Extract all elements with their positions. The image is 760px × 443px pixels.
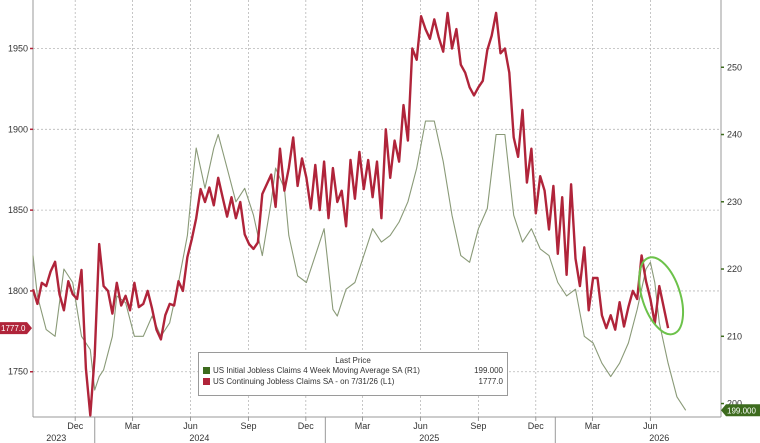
- x-tick-label: Dec: [298, 421, 315, 431]
- left-tick-label: 1950: [8, 43, 28, 53]
- legend-item-initial-claims: US Initial Jobless Claims 4 Week Moving …: [199, 365, 507, 376]
- right-tick-label: 230: [727, 197, 742, 207]
- series-layer: [31, 11, 687, 417]
- right-tick-label: 220: [727, 264, 742, 274]
- last-price-left-label: 1777.0: [1, 324, 26, 333]
- left-tick-label: 1750: [8, 367, 28, 377]
- x-tick-label: Mar: [355, 421, 371, 431]
- series-line-continuing-claims: [31, 11, 670, 417]
- x-tick-label: Dec: [67, 421, 84, 431]
- right-tick-label: 240: [727, 130, 742, 140]
- legend-title: Last Price: [335, 356, 371, 365]
- right-tick-label: 200: [727, 399, 742, 409]
- left-tick-label: 1800: [8, 286, 28, 296]
- x-tick-label: Jun: [413, 421, 428, 431]
- legend-item-continuing-claims: US Continuing Jobless Claims SA - on 7/3…: [199, 376, 507, 387]
- x-tick-label: Sep: [240, 421, 256, 431]
- x-tick-label: Jun: [183, 421, 198, 431]
- right-tick-label: 210: [727, 331, 742, 341]
- x-axis: Dec Mar Jun Sep Dec Mar Jun Sep Dec Mar Jun 2023 202…: [33, 416, 721, 443]
- series-line-initial-claims: [32, 120, 687, 411]
- right-tick-label: 250: [727, 62, 742, 72]
- x-tick-label: Mar: [585, 421, 601, 431]
- left-axis: 1750 1800 1850 1900 1950: [8, 0, 34, 417]
- year-label: 2026: [649, 433, 669, 443]
- chart-legend: Last Price US Initial Jobless Claims 4 W…: [198, 352, 508, 396]
- legend-label: US Initial Jobless Claims 4 Week Moving …: [213, 366, 420, 375]
- year-label: 2023: [46, 433, 66, 443]
- last-price-right-label: 199.000: [727, 406, 756, 415]
- legend-swatch-green: [203, 367, 210, 374]
- x-tick-label: Sep: [470, 421, 486, 431]
- left-tick-label: 1850: [8, 205, 28, 215]
- last-price-marker-left: 1777.0: [0, 322, 32, 335]
- last-price-marker-right: 199.000: [721, 404, 760, 417]
- highlight-ellipse: [638, 256, 685, 336]
- legend-value: 199.000: [474, 366, 503, 375]
- legend-swatch-red: [203, 378, 210, 385]
- annotation-layer: [638, 256, 685, 336]
- grid-lines: [33, 0, 721, 417]
- x-tick-label: Jun: [643, 421, 658, 431]
- legend-value: 1777.0: [478, 377, 503, 386]
- legend-label: US Continuing Jobless Claims SA - on 7/3…: [213, 377, 395, 386]
- x-tick-label: Mar: [125, 421, 141, 431]
- x-tick-label: Dec: [528, 421, 545, 431]
- year-label: 2025: [419, 433, 439, 443]
- year-label: 2024: [189, 433, 209, 443]
- left-tick-label: 1900: [8, 124, 28, 134]
- right-axis: 200 210 220 230 240 250: [720, 0, 742, 417]
